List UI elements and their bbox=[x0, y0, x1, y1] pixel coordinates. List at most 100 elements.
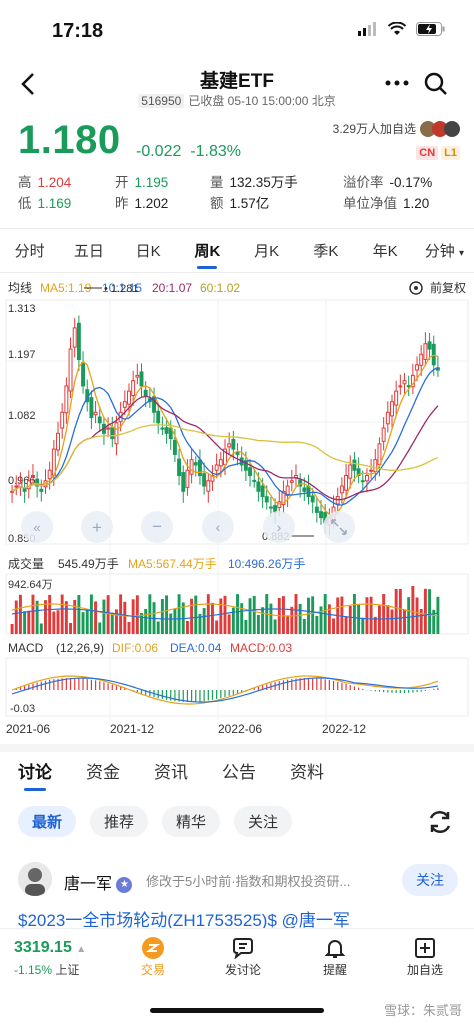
followers[interactable]: 3.29万人加自选 bbox=[333, 120, 460, 137]
volume-bar bbox=[135, 595, 139, 634]
scroll-left-button[interactable] bbox=[202, 511, 234, 543]
volume-bar bbox=[361, 617, 365, 634]
trade-icon bbox=[142, 937, 164, 959]
volume-bar bbox=[423, 588, 427, 634]
volume-bar bbox=[35, 600, 39, 634]
avatar[interactable] bbox=[18, 862, 52, 896]
alert-button[interactable]: 提醒 bbox=[300, 935, 370, 978]
chip-following[interactable]: 关注 bbox=[234, 806, 293, 837]
volume-bar bbox=[348, 606, 352, 634]
candle bbox=[106, 427, 111, 430]
volume-bar bbox=[69, 622, 72, 634]
candle bbox=[394, 390, 399, 406]
candle bbox=[181, 472, 186, 492]
follow-button[interactable]: 关注 bbox=[402, 864, 458, 896]
candle bbox=[235, 452, 240, 455]
tab-period-3[interactable]: 周K bbox=[178, 232, 237, 272]
wifi-icon bbox=[388, 22, 406, 35]
tab-period-7[interactable]: 分钟 ▾ bbox=[424, 243, 464, 260]
filter-chips: 最新 推荐 精华 关注 bbox=[18, 806, 293, 837]
tab-funds[interactable]: 资金 bbox=[86, 763, 120, 782]
adjust-toggle[interactable]: 前复权 bbox=[409, 280, 466, 295]
stat-col-4: 溢价率 -0.17% 单位净值 1.20 bbox=[343, 175, 433, 211]
trade-button[interactable]: 交易 bbox=[118, 935, 188, 978]
settings-icon bbox=[409, 281, 423, 295]
tab-discussion[interactable]: 讨论 bbox=[18, 758, 52, 791]
candle bbox=[260, 485, 265, 498]
ma-label: 均线 bbox=[8, 281, 32, 295]
axis-tick-2: 1.197 bbox=[8, 349, 36, 361]
volume-bar bbox=[294, 594, 298, 634]
stat-col-1: 高 1.204 低 1.169 bbox=[18, 175, 72, 211]
tab-period-4[interactable]: 月K bbox=[254, 243, 280, 260]
volume-bar bbox=[156, 621, 160, 634]
volume-bar bbox=[373, 616, 377, 634]
scroll-left-fast-button[interactable] bbox=[21, 511, 53, 543]
candle bbox=[93, 411, 98, 416]
volume-bar bbox=[77, 595, 81, 634]
tab-period-2[interactable]: 日K bbox=[135, 243, 161, 260]
post-author[interactable]: 唐一军 ★ bbox=[64, 870, 133, 894]
candle bbox=[377, 443, 382, 466]
volume-bar bbox=[206, 594, 210, 634]
volume-bar bbox=[315, 615, 319, 634]
volume-bar bbox=[177, 594, 181, 634]
volume-bar bbox=[394, 589, 398, 634]
volume-bar bbox=[64, 601, 68, 634]
bottom-bar: 3319.15 ▲ -1.15% 上证 交易 发讨论 提醒 加自选 bbox=[0, 928, 474, 988]
volume-ma5-line bbox=[11, 603, 438, 617]
tab-news[interactable]: 资讯 bbox=[154, 763, 188, 782]
chip-recommended[interactable]: 推荐 bbox=[90, 806, 149, 837]
back-icon[interactable] bbox=[18, 72, 38, 96]
tab-period-0[interactable]: 分时 bbox=[14, 243, 45, 260]
volume-bar bbox=[273, 619, 277, 634]
tab-period-6[interactable]: 年K bbox=[372, 243, 398, 260]
candle bbox=[31, 474, 35, 478]
macd-axis-min: -0.03 bbox=[10, 703, 35, 715]
volume-value: 545.49万手 bbox=[58, 557, 119, 571]
period-tabs: 分时 五日 日K 周K 月K 季K 年K 分钟 ▾ bbox=[0, 232, 474, 272]
macd-dea: DEA:0.04 bbox=[170, 641, 222, 655]
index-change: -1.15% 上证 bbox=[14, 963, 80, 977]
volume-bar bbox=[56, 610, 60, 634]
volume-bar bbox=[223, 595, 227, 634]
volume-bar bbox=[256, 614, 260, 634]
volume-bar bbox=[252, 595, 256, 634]
verified-icon: ★ bbox=[116, 876, 133, 893]
zoom-in-button[interactable] bbox=[81, 511, 113, 543]
volume-bar bbox=[44, 600, 47, 634]
volume-bar bbox=[357, 604, 361, 634]
volume-bar bbox=[428, 589, 432, 634]
status-bar: 17:18 bbox=[0, 0, 474, 60]
macd-dif: DIF:0.06 bbox=[112, 641, 158, 655]
post-text[interactable]: $2023一全市场轮动(ZH1753525)$ @唐一军 bbox=[18, 911, 350, 928]
add-watchlist-button[interactable]: 加自选 bbox=[390, 935, 460, 978]
refresh-icon[interactable] bbox=[426, 808, 454, 836]
candle bbox=[210, 474, 215, 482]
market-status: 516950 已收盘 05-10 15:00:00 北京 bbox=[0, 92, 474, 109]
post-button[interactable]: 发讨论 bbox=[208, 935, 278, 978]
tab-announcements[interactable]: 公告 bbox=[222, 763, 256, 782]
stock-chart[interactable]: 均线 MA5:1.19 10:1.15 20:1.07 60:1.02 前复权 … bbox=[0, 272, 474, 742]
volume-bar bbox=[160, 599, 164, 634]
volume-bar bbox=[185, 620, 189, 634]
tab-period-5[interactable]: 季K bbox=[313, 243, 339, 260]
candle bbox=[122, 401, 127, 408]
home-indicator bbox=[150, 1008, 324, 1013]
index-ticker[interactable]: 3319.15 ▲ bbox=[14, 939, 87, 956]
zoom-out-button[interactable] bbox=[141, 511, 173, 543]
tab-period-1[interactable]: 五日 bbox=[73, 243, 104, 260]
scroll-right-button[interactable] bbox=[263, 511, 295, 543]
content-tabs: 讨论 资金 资讯 公告 资料 bbox=[18, 758, 324, 791]
search-icon[interactable] bbox=[424, 72, 448, 96]
chip-featured[interactable]: 精华 bbox=[162, 806, 221, 837]
volume-bar bbox=[432, 609, 436, 634]
volume-bar bbox=[31, 594, 35, 634]
chevron-left-icon: ‹ bbox=[216, 519, 221, 535]
fullscreen-button[interactable] bbox=[323, 511, 355, 543]
candle bbox=[415, 364, 419, 371]
chip-latest[interactable]: 最新 bbox=[18, 806, 77, 837]
volume-axis-max: 942.64万 bbox=[8, 579, 53, 591]
more-icon[interactable] bbox=[385, 80, 409, 86]
tab-profile[interactable]: 资料 bbox=[290, 763, 324, 782]
